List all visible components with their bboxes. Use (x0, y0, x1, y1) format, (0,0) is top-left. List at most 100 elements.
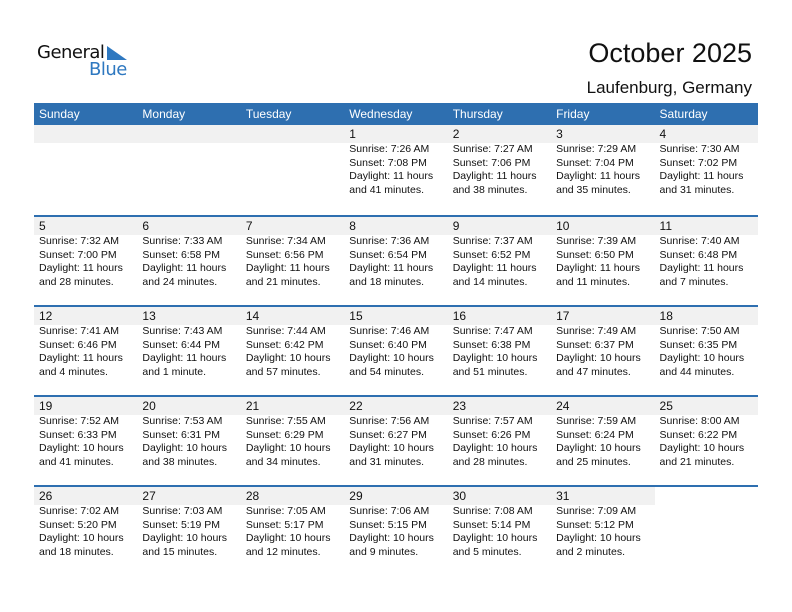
day-number: 9 (452, 219, 460, 233)
date-band: 22 (344, 397, 448, 415)
day-number: 18 (659, 309, 673, 323)
sunset-text: Sunset: 6:56 PM (245, 248, 324, 261)
sunrise-text: Sunrise: 7:59 AM (556, 415, 637, 427)
daylight-text: Daylight: 10 hours (245, 352, 331, 364)
daylight-text: Daylight: 10 hours (39, 532, 124, 544)
sunrise-text: Sunrise: 7:40 AM (659, 235, 740, 247)
day-cell: 5 Sunrise: 7:32 AM Sunset: 7:00 PM Daylight… (34, 217, 138, 305)
sunrise-text: Sunrise: 7:52 AM (39, 415, 119, 427)
daylight-text: Daylight: 11 hours (452, 170, 537, 182)
day-number: 20 (142, 399, 156, 413)
day-number: 14 (245, 309, 260, 323)
week-row: 1 Sunrise: 7:26 AM Sunset: 7:08 PM Daylight… (34, 125, 758, 215)
sunrise-text: Sunrise: 7:02 AM (39, 505, 119, 517)
day-cell: 18 Sunrise: 7:50 AM Sunset: 6:35 PM Dayligh… (654, 307, 758, 395)
daylight-minutes-text: and 31 minutes. (349, 455, 424, 468)
day-number: 22 (349, 399, 363, 413)
daylight-text: Daylight: 10 hours (142, 532, 228, 544)
daylight-minutes-text: and 24 minutes. (142, 275, 218, 288)
day-number: 5 (39, 219, 46, 233)
sunset-text: Sunset: 7:04 PM (556, 156, 634, 169)
daylight-minutes-text: and 25 minutes. (556, 455, 631, 468)
daylight-text: Daylight: 10 hours (659, 352, 745, 364)
date-band: 10 (551, 217, 655, 235)
day-number: 15 (349, 309, 363, 323)
day-cell: 6 Sunrise: 7:33 AM Sunset: 6:58 PM Daylight… (137, 217, 241, 305)
day-number: 4 (659, 127, 667, 141)
location: Laufenburg, Germany (586, 78, 752, 97)
daylight-minutes-text: and 44 minutes. (659, 365, 735, 378)
day-number: 30 (452, 489, 467, 503)
day-cell (137, 125, 241, 215)
date-band: 18 (654, 307, 758, 325)
day-cell: 25 Sunrise: 8:00 AM Sunset: 6:22 PM Dayligh… (654, 397, 758, 485)
sunset-text: Sunset: 6:50 PM (556, 248, 634, 261)
sunrise-text: Sunrise: 7:27 AM (452, 143, 533, 155)
date-band: 21 (240, 397, 345, 415)
logo-text-general: General (37, 42, 105, 63)
daylight-minutes-text: and 38 minutes. (142, 455, 218, 468)
day-number: 3 (556, 127, 563, 141)
daylight-minutes-text: and 21 minutes. (245, 275, 321, 288)
daylight-minutes-text: and 21 minutes. (659, 455, 735, 468)
date-band (137, 125, 241, 143)
date-band: 20 (137, 397, 241, 415)
weekday-tuesday: Tuesday (245, 107, 292, 121)
daylight-minutes-text: and 38 minutes. (452, 183, 528, 196)
daylight-minutes-text: and 2 minutes. (556, 545, 625, 558)
date-band: 13 (137, 307, 241, 325)
sunrise-text: Sunrise: 7:55 AM (245, 415, 326, 427)
sunset-text: Sunset: 6:24 PM (556, 428, 634, 441)
daylight-text: Daylight: 10 hours (349, 352, 434, 364)
day-cell: 28 Sunrise: 7:05 AM Sunset: 5:17 PM Dayligh… (240, 487, 345, 575)
daylight-text: Daylight: 11 hours (556, 170, 640, 182)
day-number: 8 (349, 219, 356, 233)
day-cell: 24 Sunrise: 7:59 AM Sunset: 6:24 PM Dayligh… (551, 397, 655, 485)
sunset-text: Sunset: 5:15 PM (349, 518, 427, 531)
daylight-minutes-text: and 7 minutes. (659, 275, 729, 288)
daylight-text: Daylight: 10 hours (659, 442, 745, 454)
sunrise-text: Sunrise: 8:00 AM (659, 415, 740, 427)
sunset-text: Sunset: 6:58 PM (142, 248, 221, 261)
sunset-text: Sunset: 5:12 PM (556, 518, 634, 531)
sunrise-text: Sunrise: 7:26 AM (349, 143, 430, 155)
day-number: 28 (245, 489, 260, 503)
daylight-text: Daylight: 10 hours (452, 532, 538, 544)
day-cell: 4 Sunrise: 7:30 AM Sunset: 7:02 PM Daylight… (654, 125, 758, 215)
daylight-minutes-text: and 12 minutes. (245, 545, 321, 558)
sunrise-text: Sunrise: 7:29 AM (556, 143, 637, 155)
sunset-text: Sunset: 6:38 PM (452, 338, 531, 351)
date-band: 26 (34, 487, 138, 505)
sunset-text: Sunset: 7:08 PM (349, 156, 427, 169)
daylight-text: Daylight: 10 hours (39, 442, 124, 454)
sunset-text: Sunset: 6:48 PM (659, 248, 738, 261)
sunrise-text: Sunrise: 7:56 AM (349, 415, 430, 427)
week-row: 12 Sunrise: 7:41 AM Sunset: 6:46 PM Dayligh… (34, 305, 758, 395)
date-band: 3 (551, 125, 655, 143)
sunset-text: Sunset: 6:26 PM (452, 428, 531, 441)
daylight-text: Daylight: 11 hours (142, 352, 227, 364)
sunset-text: Sunset: 6:33 PM (39, 428, 117, 441)
calendar: Sunday Monday Tuesday Wednesday Thursday Frid… (34, 103, 758, 575)
sunrise-text: Sunrise: 7:43 AM (142, 325, 223, 337)
day-number: 27 (142, 489, 156, 503)
day-number: 13 (142, 309, 156, 323)
sunrise-text: Sunrise: 7:33 AM (142, 235, 223, 247)
weekday-sunday: Sunday (39, 107, 80, 121)
day-cell: 17 Sunrise: 7:49 AM Sunset: 6:37 PM Dayligh… (551, 307, 655, 395)
day-number: 19 (39, 399, 53, 413)
day-cell (240, 125, 345, 215)
weekday-header: Sunday Monday Tuesday Wednesday Thursday Frid… (34, 103, 758, 125)
sunrise-text: Sunrise: 7:03 AM (142, 505, 223, 517)
daylight-text: Daylight: 10 hours (349, 442, 434, 454)
logo: General Blue (37, 42, 137, 82)
daylight-minutes-text: and 47 minutes. (556, 365, 631, 378)
week-row: 26 Sunrise: 7:02 AM Sunset: 5:20 PM Dayligh… (34, 485, 758, 575)
date-band: 4 (654, 125, 758, 143)
day-cell: 11 Sunrise: 7:40 AM Sunset: 6:48 PM Dayligh… (654, 217, 758, 305)
day-cell: 31 Sunrise: 7:09 AM Sunset: 5:12 PM Dayligh… (551, 487, 655, 575)
daylight-text: Daylight: 11 hours (39, 352, 123, 364)
daylight-text: Daylight: 11 hours (142, 262, 227, 274)
daylight-minutes-text: and 31 minutes. (659, 183, 735, 196)
day-number: 25 (659, 399, 673, 413)
